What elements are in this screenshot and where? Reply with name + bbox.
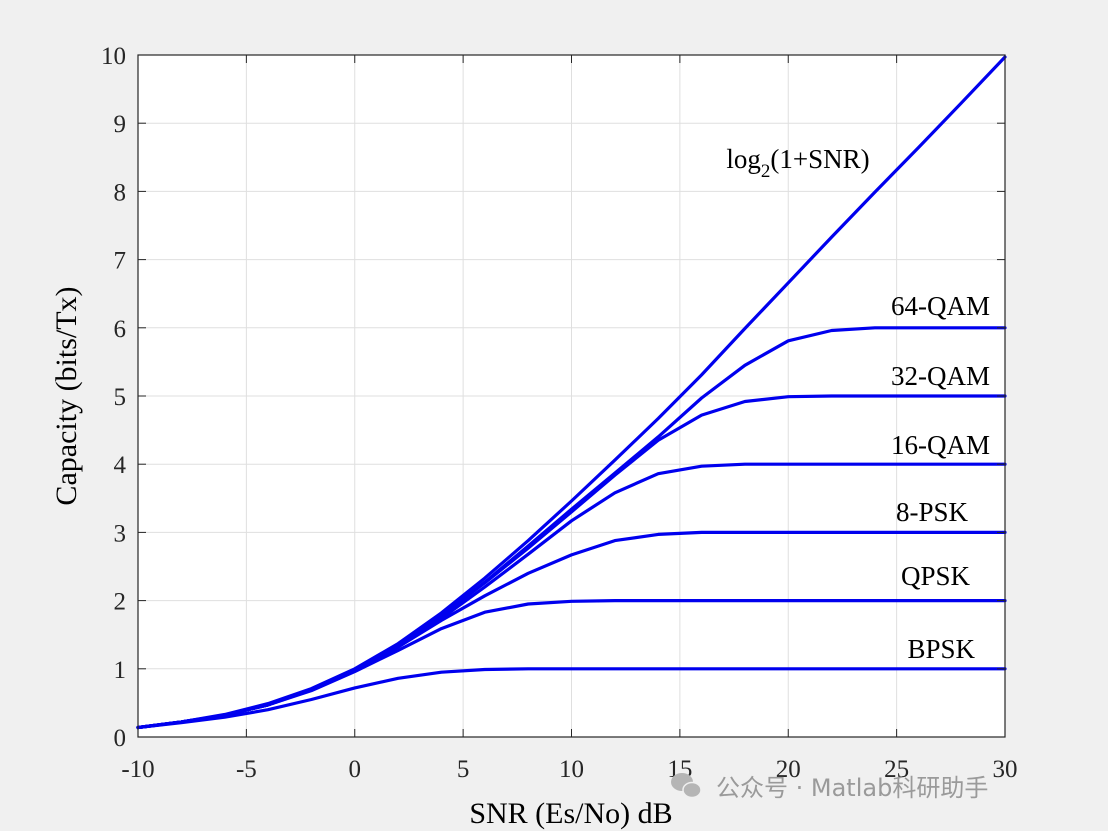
wechat-icon	[671, 773, 702, 799]
x-tick-label: 25	[884, 756, 909, 783]
ticks	[137, 54, 1006, 738]
x-axis-label: SNR (Es/No) dB	[469, 797, 672, 830]
series-labels: log2(1+SNR) 64-QAM 32-QAM 16-QAM 8-PSK QPSK BP…	[726, 144, 990, 664]
series-label-qpsk: QPSK	[901, 561, 971, 591]
x-tick-label: 10	[559, 756, 584, 783]
x-tick-label: 5	[457, 756, 470, 783]
y-tick-label: 10	[101, 43, 126, 70]
y-tick-label: 2	[114, 589, 127, 616]
series-label-8-psk: 8-PSK	[896, 497, 969, 527]
x-tick-label: -10	[121, 756, 154, 783]
series-label-16-qam: 16-QAM	[891, 430, 990, 460]
y-tick-label: 6	[114, 316, 127, 343]
series-label-log2-1-snr: log2(1+SNR)	[726, 144, 869, 182]
series-label-64-qam: 64-QAM	[891, 291, 990, 321]
y-tick-label: 8	[114, 179, 127, 206]
y-tick-label: 7	[114, 248, 127, 275]
y-tick-label: 3	[114, 520, 127, 547]
x-tick-label: 20	[776, 756, 801, 783]
series-line-bpsk	[136, 667, 1007, 730]
y-tick-label: 5	[114, 384, 127, 411]
y-axis-label: Capacity (bits/Tx)	[50, 286, 83, 505]
y-tick-label: 1	[114, 657, 127, 684]
x-tick-label: -5	[236, 756, 257, 783]
watermark: 公众号 · Matlab科研助手	[671, 773, 988, 802]
series-group	[136, 55, 1007, 730]
series-label-bpsk: BPSK	[907, 634, 975, 664]
x-tick-label: 0	[349, 756, 362, 783]
series-line-qpsk	[136, 598, 1007, 730]
series-label-32-qam: 32-QAM	[891, 361, 990, 391]
watermark-text: 公众号 · Matlab科研助手	[716, 774, 988, 802]
x-tick-label: 30	[993, 756, 1018, 783]
y-tick-label: 0	[114, 725, 127, 752]
y-tick-label: 4	[114, 452, 127, 479]
y-tick-label: 9	[114, 111, 127, 138]
